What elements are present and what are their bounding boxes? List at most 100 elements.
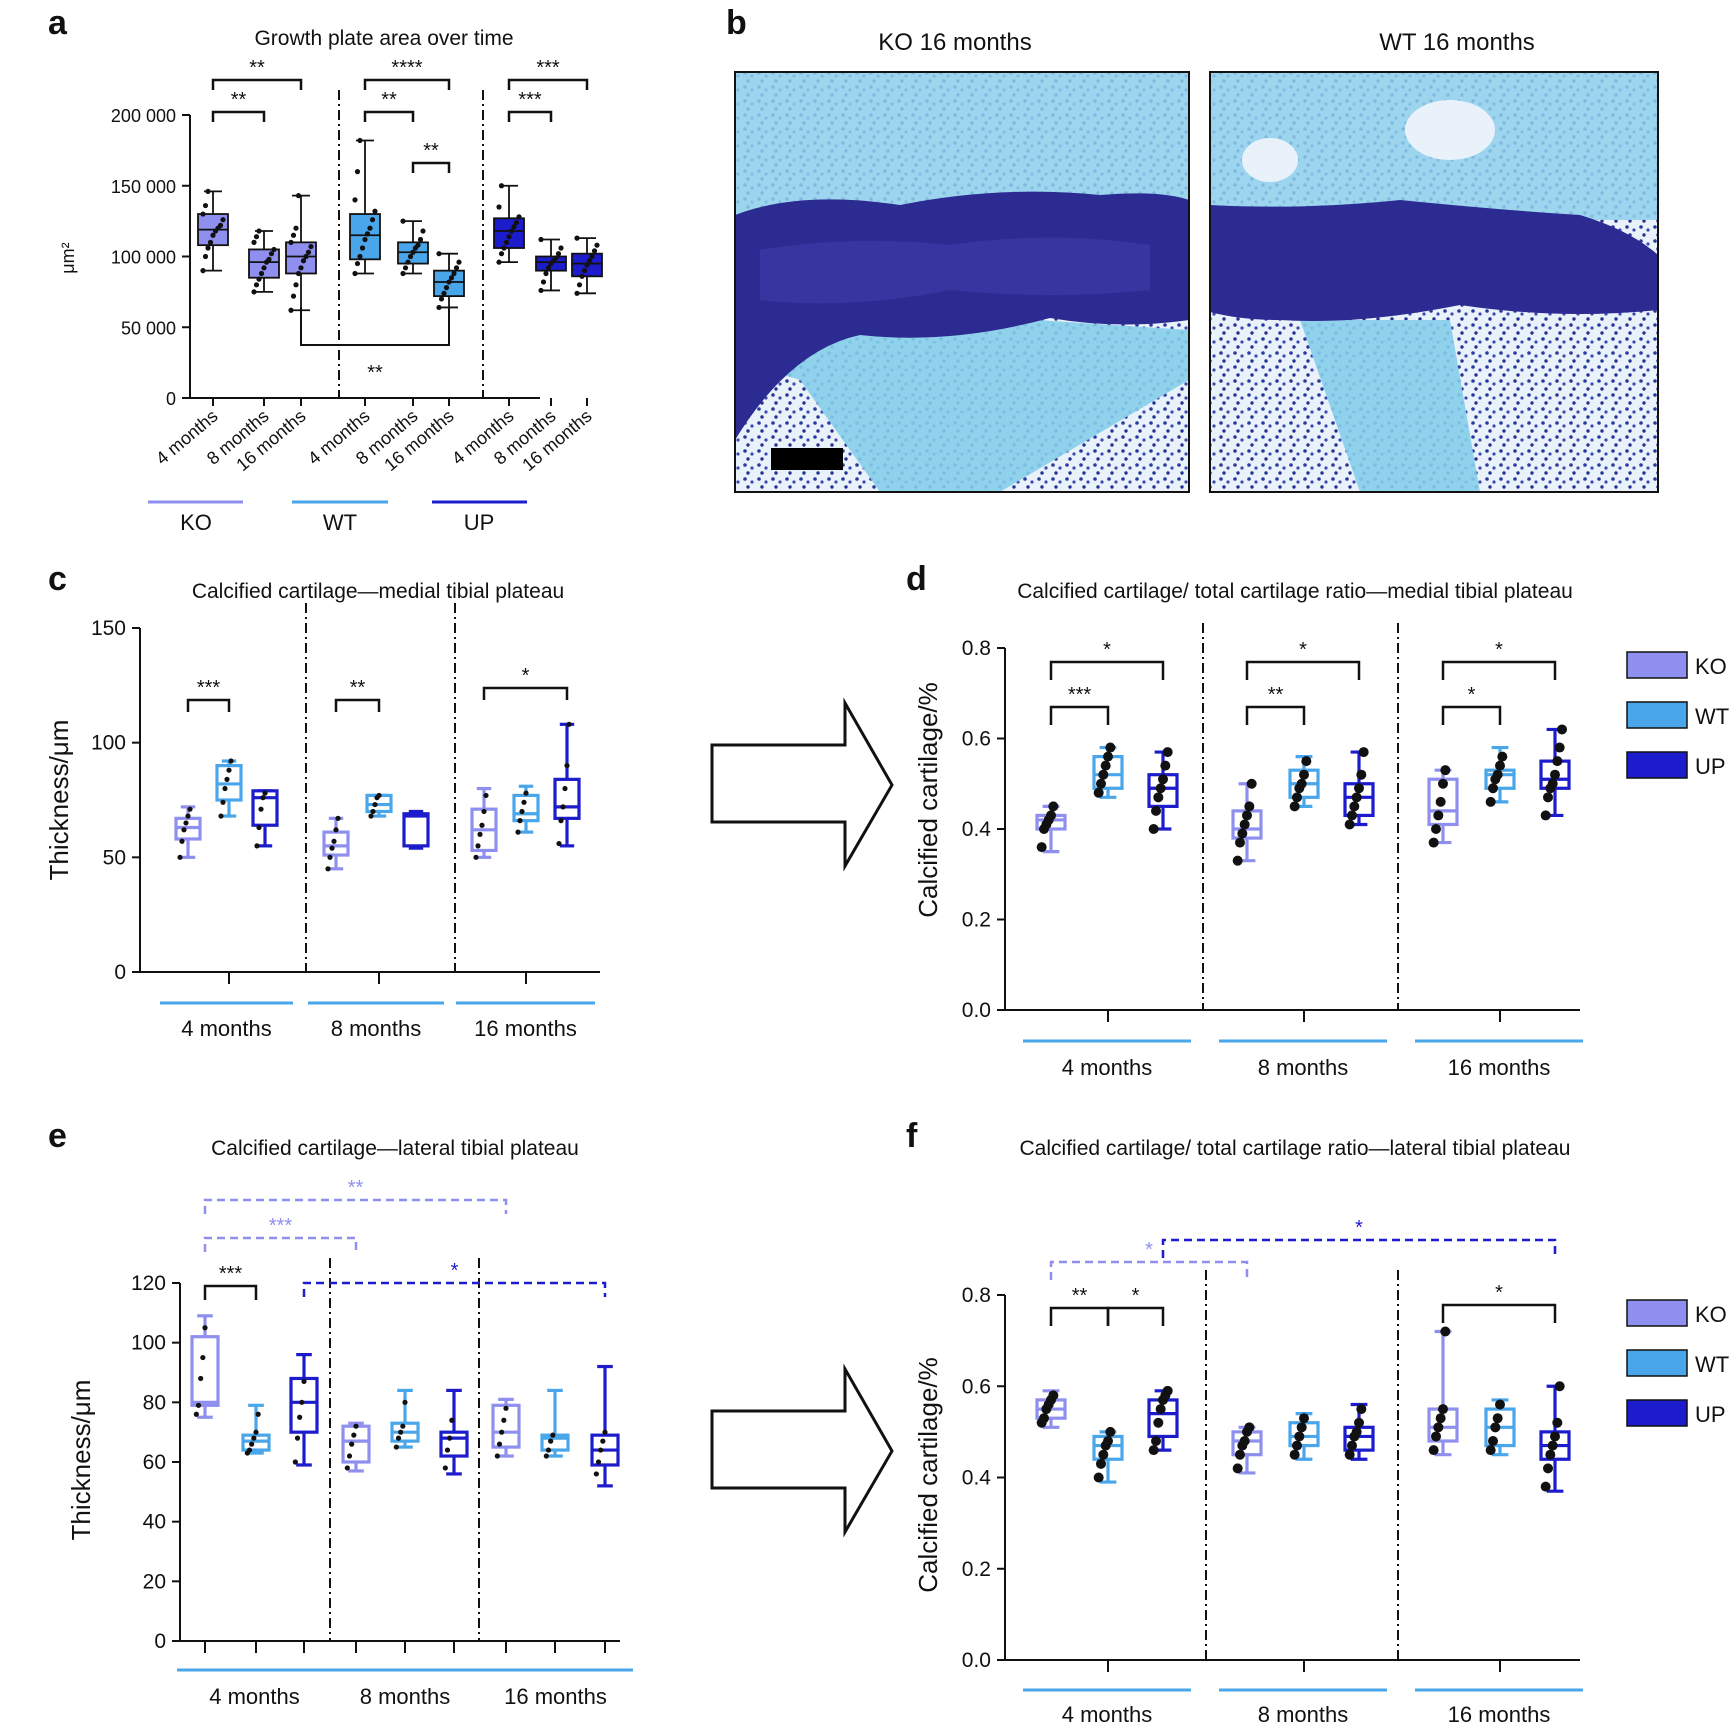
data-point-a-6-7 (513, 219, 520, 226)
box-f-7 (1484, 1398, 1516, 1457)
data-point-a-8-3 (581, 268, 588, 274)
bracket-label-a-5: *** (536, 57, 560, 79)
significance-bracket-a-3: ** (363, 89, 415, 122)
data-point-a-0-2 (205, 245, 211, 251)
data-point-a-5-8 (456, 259, 462, 265)
bracket-label-c-0: *** (197, 677, 221, 699)
box-body-e-5 (439, 1430, 469, 1458)
data-point-c-4-2 (372, 801, 378, 808)
data-point-f-1-1 (1096, 1458, 1106, 1469)
panel-b: KO 16 months WT 16 months (734, 29, 1659, 493)
significance-bracket-d-5: * (1441, 684, 1502, 725)
data-point-c-0-4 (185, 813, 191, 819)
data-point-c-7-1 (517, 818, 523, 824)
data-point-e-3-2 (349, 1441, 355, 1447)
data-point-c-2-0 (254, 843, 260, 849)
bracket-label-f-4: * (1355, 1217, 1363, 1239)
bracket-label-a-7: ** (367, 362, 383, 384)
box-f-8 (1539, 1381, 1571, 1493)
y-tick-label-e-4: 80 (143, 1391, 166, 1414)
y-tick-label-f-2: 0.4 (962, 1467, 992, 1490)
bracket-label-e-3: * (451, 1260, 459, 1282)
data-point-f-5-4 (1354, 1417, 1364, 1428)
box-c-7 (512, 784, 540, 835)
data-point-f-2-3 (1155, 1404, 1166, 1415)
box-body-a-6 (493, 217, 525, 249)
data-point-a-3-10 (354, 169, 361, 175)
data-point-c-2-4 (262, 790, 268, 796)
legend-label-wt: WT (1695, 704, 1729, 729)
legend-bottom: KO WT UP (1626, 1299, 1729, 1427)
bracket-label-f-2: * (1495, 1282, 1503, 1304)
panel-letter-d: d (906, 560, 927, 598)
time-group-label-e-1: 8 months (360, 1684, 451, 1709)
data-point-f-6-3 (1435, 1413, 1446, 1424)
data-point-e-8-2 (598, 1447, 604, 1453)
data-point-c-8-1 (558, 818, 564, 824)
data-point-c-2-1 (256, 824, 262, 831)
data-point-e-4-0 (393, 1444, 399, 1450)
bracket-label-e-1: ** (348, 1177, 364, 1199)
legend-swatch-up (1626, 751, 1688, 779)
data-point-f-4-0 (1289, 1449, 1300, 1460)
data-point-d-1-0 (1093, 787, 1104, 798)
data-point-a-1-7 (268, 251, 275, 257)
box-e-3 (341, 1421, 371, 1473)
data-point-a-8-8 (594, 242, 600, 248)
data-point-d-8-7 (1557, 724, 1567, 735)
data-point-d-0-5 (1048, 801, 1059, 812)
data-point-e-3-1 (346, 1453, 353, 1459)
chart-title-c: Calcified cartilage—medial tibial platea… (192, 580, 564, 603)
box-e-8 (590, 1364, 620, 1488)
time-group-label-f-0: 4 months (1062, 1702, 1153, 1727)
data-point-e-6-2 (499, 1429, 505, 1435)
data-point-c-6-5 (483, 792, 489, 799)
data-point-f-5-1 (1347, 1440, 1357, 1451)
data-point-f-7-0 (1485, 1445, 1496, 1456)
box-e-6 (491, 1397, 521, 1459)
data-point-f-1-5 (1105, 1426, 1116, 1437)
data-point-e-1-4 (253, 1429, 259, 1435)
image-title-wt: WT 16 months (1379, 29, 1535, 56)
y-tick-label-e-1: 20 (143, 1570, 166, 1593)
data-point-f-4-2 (1294, 1431, 1305, 1442)
data-point-a-5-0 (436, 304, 442, 311)
significance-bracket-c-1: ** (334, 677, 381, 712)
time-group-label-e-0: 4 months (209, 1684, 300, 1709)
data-point-e-1-3 (251, 1435, 257, 1441)
box-body-a-3 (349, 213, 381, 261)
data-point-e-4-3 (400, 1423, 406, 1429)
data-point-f-8-2 (1545, 1449, 1556, 1460)
bracket-line-f-0 (1049, 1306, 1110, 1326)
box-d-8 (1539, 724, 1571, 821)
bracket-line-f-4 (1161, 1238, 1557, 1258)
significance-bracket-e-1: ** (203, 1177, 508, 1214)
data-point-a-8-4 (584, 262, 590, 268)
time-group-label-c-2: 16 months (474, 1016, 577, 1041)
y-tick-label-d-4: 0.8 (962, 637, 991, 660)
data-point-a-5-6 (451, 270, 457, 277)
data-point-c-3-2 (329, 845, 335, 851)
data-point-d-3-1 (1235, 837, 1245, 848)
data-point-f-6-1 (1431, 1431, 1441, 1442)
data-point-e-2-1 (294, 1435, 301, 1441)
data-point-f-8-3 (1547, 1440, 1558, 1451)
data-point-e-8-0 (593, 1471, 599, 1477)
data-point-a-4-3 (407, 253, 414, 260)
significance-bracket-d-0: * (1049, 639, 1165, 680)
data-point-a-5-9 (436, 251, 442, 257)
data-point-d-2-3 (1155, 783, 1166, 794)
data-point-d-4-0 (1289, 801, 1300, 812)
data-point-a-3-3 (359, 245, 366, 251)
data-point-d-1-4 (1103, 751, 1113, 762)
legend-swatch-wt-2 (1626, 1349, 1688, 1377)
data-point-a-8-1 (576, 282, 583, 288)
time-group-label-d-2: 16 months (1448, 1055, 1551, 1080)
y-axis-label-a: μm² (58, 242, 78, 273)
data-point-a-6-1 (498, 251, 505, 257)
data-point-d-3-3 (1239, 819, 1250, 830)
bracket-line-a-7 (300, 307, 450, 346)
data-point-a-3-5 (364, 231, 371, 237)
data-point-d-3-4 (1242, 810, 1252, 821)
